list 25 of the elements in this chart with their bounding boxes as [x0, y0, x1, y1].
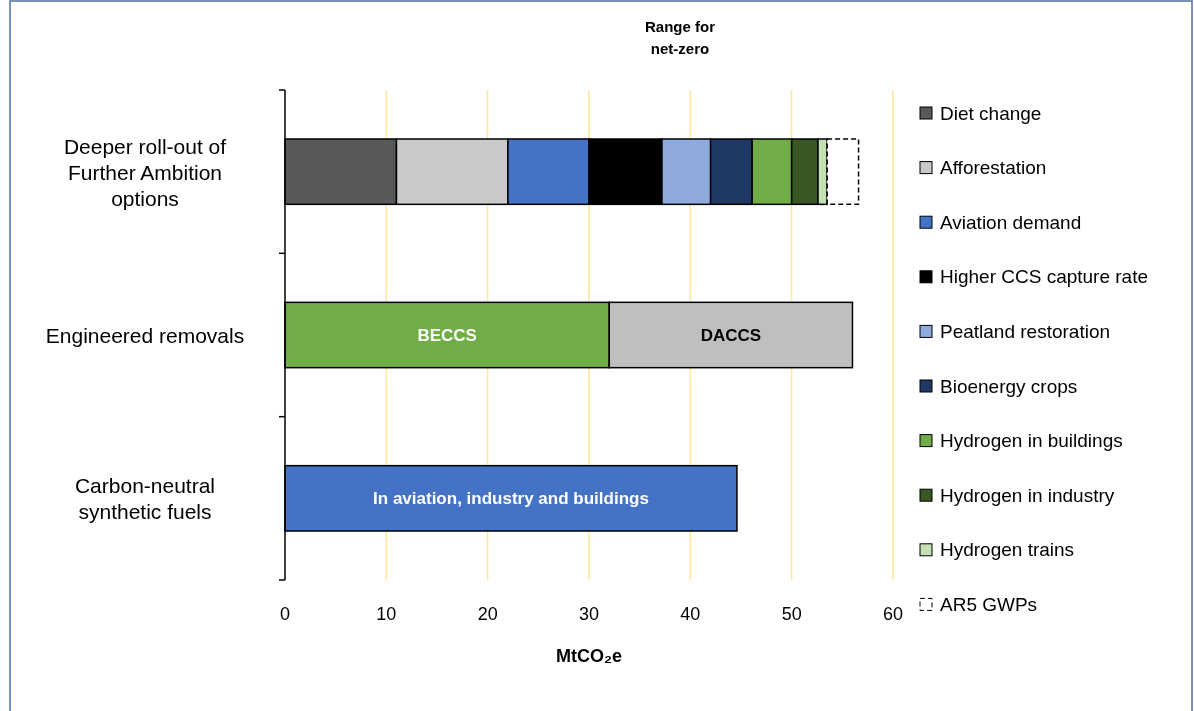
- legend-label: Afforestation: [940, 157, 1047, 179]
- x-tick-label: 40: [680, 604, 701, 624]
- legend-label: Diet change: [940, 102, 1042, 124]
- legend-label: Bioenergy crops: [940, 375, 1078, 397]
- legend-label: Aviation demand: [940, 211, 1082, 233]
- x-tick-label: 10: [376, 604, 397, 624]
- text: Range for net-zero: [644, 18, 716, 57]
- annotation: DACCS: [700, 325, 762, 345]
- legend-label: Hydrogen in buildings: [940, 430, 1123, 452]
- legend-label: Hydrogen in industry: [940, 484, 1115, 506]
- y-tick-label: Engineered removals: [45, 323, 245, 347]
- x-tick-label: 60: [882, 604, 904, 624]
- legend-label: Peatland restoration: [940, 320, 1111, 342]
- y-tick-label: Deeper roll-out of Further Ambition options: [63, 134, 227, 210]
- y-tick-label: Carbon-neutral synthetic fuels: [74, 473, 216, 523]
- annotation: In aviation, industry and buildings: [373, 488, 649, 508]
- legend-label: Hydrogen trains: [940, 539, 1075, 561]
- annotation: BECCS: [417, 325, 477, 345]
- x-tick-label: 30: [578, 604, 600, 624]
- legend-label: AR5 GWPs: [940, 593, 1038, 615]
- x-tick-label: 20: [477, 604, 498, 624]
- x-tick-label: 0: [279, 604, 291, 624]
- x-axis-title: MtCO₂e: [556, 646, 622, 666]
- legend-label: Higher CCS capture rate: [940, 266, 1149, 288]
- x-tick-label: 50: [781, 604, 802, 624]
